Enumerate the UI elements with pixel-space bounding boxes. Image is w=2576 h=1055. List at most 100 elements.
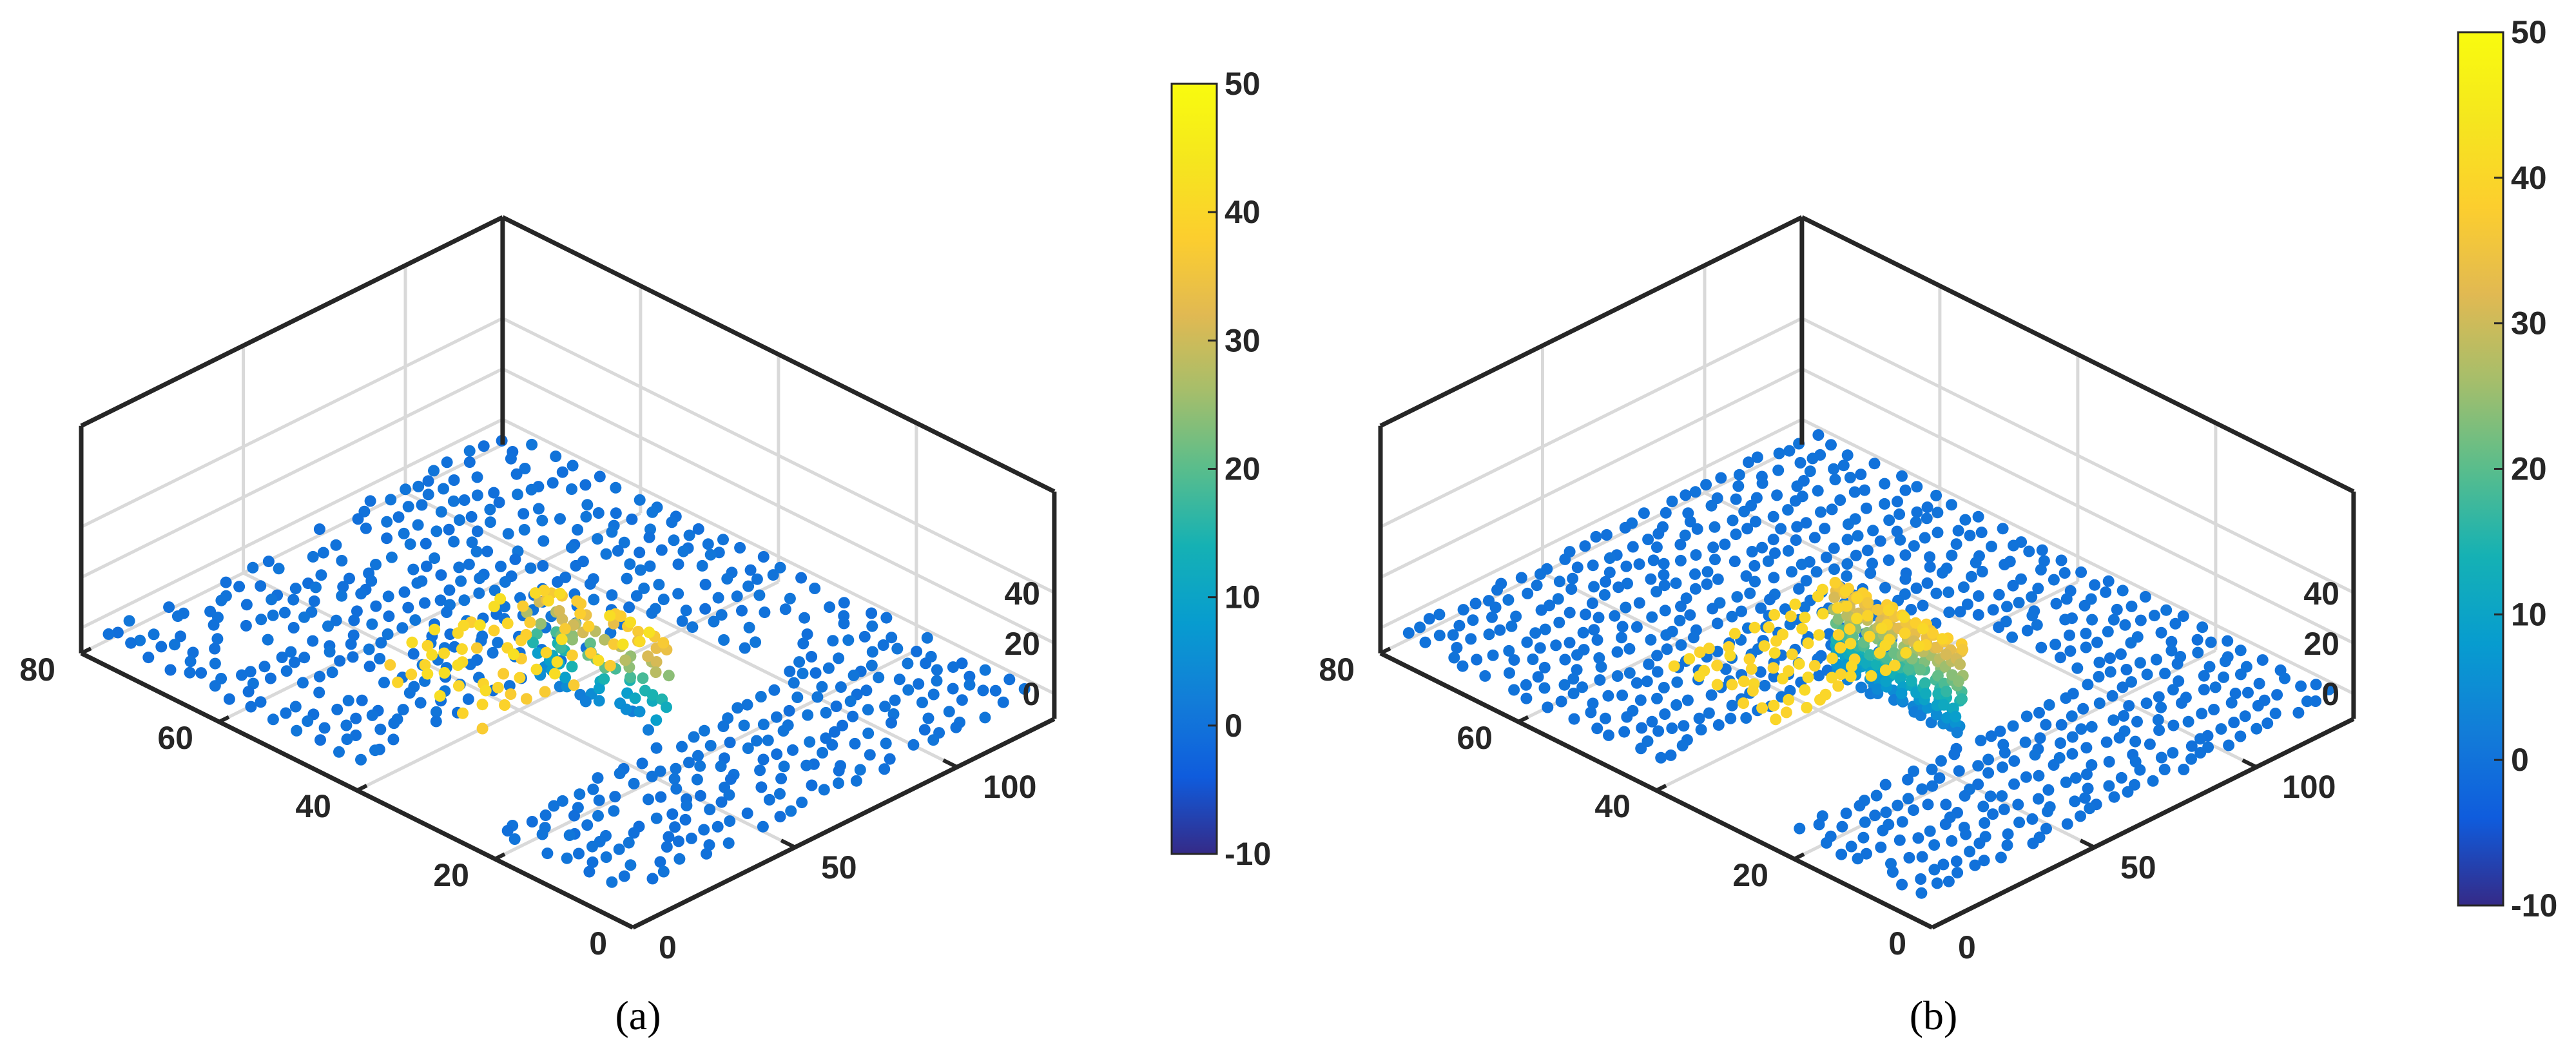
data-point [1902,793,1914,805]
data-point [612,545,624,557]
data-point [1743,456,1754,469]
data-point [518,524,530,536]
data-point [880,737,892,750]
data-point [1491,584,1503,596]
data-point [860,684,873,697]
data-point [1646,715,1658,728]
colorbar-tick-label: 10 [1225,579,1261,615]
data-point [1987,808,1999,820]
data-point [492,637,504,649]
data-point [1727,514,1739,527]
data-point [1659,708,1671,721]
data-point [666,808,679,820]
data-point [1577,626,1589,639]
data-point [1954,658,1966,670]
data-point [337,581,349,593]
data-point [1621,711,1633,723]
data-point [744,564,757,576]
data-point [1451,642,1463,653]
data-point [1841,600,1853,612]
data-point [1571,561,1583,574]
data-point [2234,668,2247,681]
data-point [1879,664,1892,676]
data-point [1522,587,1534,599]
data-point [1719,663,1732,675]
data-point [1987,604,1999,616]
data-point [866,607,878,619]
y-tick-mark [2079,838,2095,849]
data-point [2152,714,2164,726]
data-point [1756,702,1768,714]
data-point [715,796,728,808]
data-point [1986,540,1997,552]
data-point [666,516,678,528]
data-point [1793,583,1805,595]
data-point [2256,654,2269,666]
data-point [2100,586,2112,598]
data-point [701,847,713,860]
data-point [1567,673,1580,685]
data-point [384,659,396,671]
data-point [1834,494,1846,506]
data-point [997,696,1009,708]
data-point [2102,626,2114,638]
data-point [646,770,658,782]
data-point [1883,605,1895,616]
data-point [1946,499,1957,511]
data-point [2086,759,2098,771]
data-point [1859,816,1871,828]
data-point [209,680,221,692]
data-point [474,572,486,585]
data-point [382,628,394,640]
data-point [1910,516,1922,528]
data-point [1950,538,1962,550]
data-point [2144,738,2156,750]
data-point [759,606,771,619]
data-point [1666,722,1678,734]
data-point [1943,606,1955,619]
data-point [1594,674,1606,686]
data-point [155,641,168,653]
data-point [2064,629,2075,641]
data-point [1880,806,1892,818]
data-point [1769,547,1781,559]
data-point [1896,816,1908,828]
data-point [220,576,232,588]
panel-b-points [1402,429,2335,899]
data-point [505,688,517,701]
data-point [1620,601,1632,614]
data-point [1538,661,1551,673]
data-point [1534,642,1546,654]
data-point [1948,748,1961,760]
data-point [244,666,257,678]
data-point [441,606,453,618]
data-point [1645,573,1657,585]
data-point [2006,631,2019,643]
data-point [2055,737,2066,750]
data-point [1826,672,1838,684]
data-point [801,628,813,641]
data-point [1651,586,1663,598]
data-point [579,695,592,708]
data-point [334,655,346,667]
data-point [2167,747,2179,759]
data-point [1862,597,1874,609]
data-point [2066,748,2078,760]
data-point [1668,660,1680,672]
data-point [1985,730,1997,742]
data-point [287,622,300,634]
data-point [476,699,489,711]
data-point [1935,755,1947,767]
data-point [1850,549,1862,561]
data-point [2173,675,2185,687]
data-point [1916,783,1928,795]
data-point [1796,623,1808,635]
data-point [1826,652,1838,664]
data-point [771,748,783,760]
data-point [1928,864,1941,876]
data-point [844,695,857,708]
data-point [1903,663,1915,675]
data-point [630,590,643,602]
data-point [355,753,367,766]
